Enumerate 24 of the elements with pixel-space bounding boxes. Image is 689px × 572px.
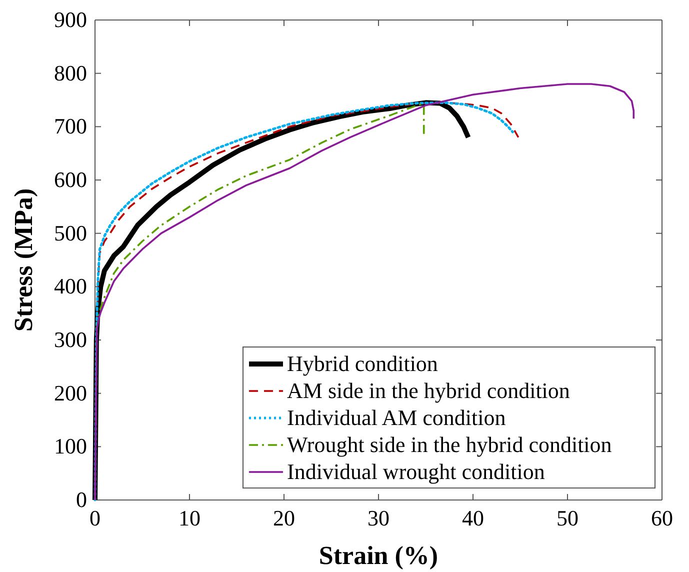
legend-label: Wrought side in the hybrid condition [287, 432, 612, 457]
legend-label: Individual AM condition [287, 405, 506, 430]
y-tick-label: 300 [54, 327, 87, 352]
y-tick-label: 500 [54, 220, 87, 246]
x-tick-label: 30 [368, 506, 390, 531]
y-tick-label: 600 [54, 167, 87, 192]
y-tick-label: 400 [54, 274, 87, 299]
legend-label: Individual wrought condition [287, 459, 545, 484]
x-tick-label: 50 [556, 506, 578, 531]
x-axis-title: Strain (%) [318, 541, 438, 570]
x-tick-label: 10 [178, 506, 200, 531]
legend-label: AM side in the hybrid condition [287, 378, 570, 403]
y-axis-title: Stress (MPa) [9, 188, 38, 332]
y-tick-label: 900 [54, 7, 87, 32]
y-tick-label: 0 [76, 487, 87, 512]
y-tick-label: 100 [54, 434, 87, 459]
x-tick-label: 20 [273, 506, 295, 531]
line-series [94, 83, 635, 501]
x-tick-label: 40 [462, 506, 484, 531]
x-tick-label: 60 [651, 506, 673, 531]
y-tick-label: 800 [54, 60, 87, 86]
y-tick-label: 700 [54, 114, 87, 139]
y-tick-label: 200 [54, 380, 87, 406]
legend-label: Hybrid condition [287, 351, 438, 376]
